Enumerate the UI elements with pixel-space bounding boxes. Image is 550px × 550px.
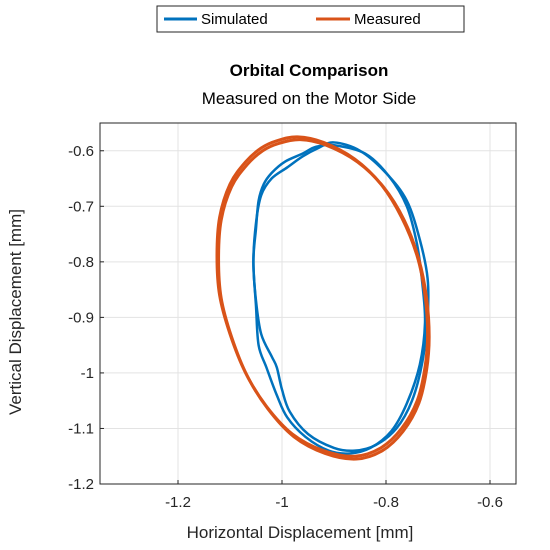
series-line-simulated-0 <box>252 141 430 453</box>
y-tick-label: -1.2 <box>68 476 94 493</box>
y-tick-label: -0.7 <box>68 198 94 215</box>
chart-title: Orbital Comparison <box>230 61 389 80</box>
plot-area <box>100 123 516 484</box>
legend[interactable]: Simulated Measured <box>156 5 465 33</box>
chart-subtitle: Measured on the Motor Side <box>202 89 417 108</box>
y-tick-label: -0.6 <box>68 143 94 160</box>
y-tick-label: -1 <box>81 365 94 382</box>
x-tick-label: -0.6 <box>477 494 503 511</box>
y-axis-label: Vertical Displacement [mm] <box>6 209 25 415</box>
series-line-measured-3 <box>217 138 431 461</box>
ticks-group: -1.2 -1 -0.8 -0.6 -0.6 -0.7 -0.8 -0.9 -1 -1.1 -1.2 <box>68 143 503 511</box>
x-tick-label: -0.8 <box>373 494 399 511</box>
x-axis-label: Horizontal Displacement [mm] <box>187 523 414 542</box>
legend-box <box>156 5 465 33</box>
legend-label-measured: Measured <box>354 11 421 28</box>
y-tick-label: -0.8 <box>68 254 94 271</box>
x-tick-label: -1.2 <box>165 494 191 511</box>
y-tick-label: -0.9 <box>68 309 94 326</box>
x-tick-label: -1 <box>275 494 288 511</box>
series-group <box>215 135 431 461</box>
plot-frame <box>99 122 517 485</box>
y-tick-label: -1.1 <box>68 420 94 437</box>
legend-label-simulated: Simulated <box>201 11 268 28</box>
